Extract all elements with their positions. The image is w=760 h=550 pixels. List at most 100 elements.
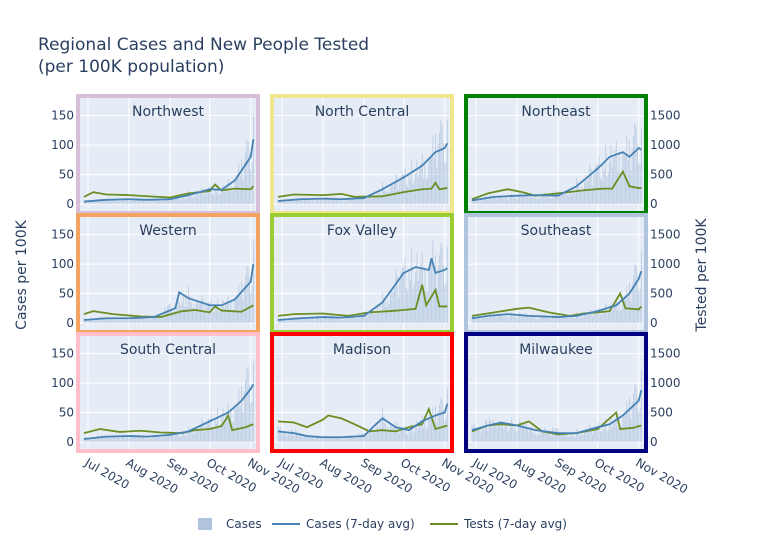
case-bar — [561, 317, 563, 323]
case-bar — [297, 200, 299, 204]
case-bar — [107, 318, 109, 323]
case-bar — [99, 438, 101, 442]
panel-fox-valley: Fox Valley — [270, 213, 454, 334]
cases-7day-line — [277, 257, 448, 321]
case-bar — [117, 318, 119, 323]
case-bar — [317, 435, 319, 442]
case-bar — [362, 195, 364, 204]
case-bar — [609, 308, 611, 323]
case-bar — [155, 199, 156, 204]
case-bar — [495, 314, 497, 323]
case-bar — [121, 436, 123, 442]
case-bar — [589, 309, 591, 323]
case-bar — [580, 190, 581, 204]
case-bar — [317, 197, 319, 204]
case-bar — [520, 313, 522, 323]
case-bar — [198, 428, 200, 442]
case-bar — [427, 178, 429, 204]
case-bar — [483, 198, 485, 204]
case-bar — [533, 430, 535, 442]
case-bar — [482, 429, 484, 442]
case-bar — [180, 199, 182, 204]
case-bar — [342, 439, 344, 442]
case-bar — [227, 403, 229, 442]
case-bar — [525, 312, 527, 323]
case-bar — [524, 194, 526, 204]
case-bar — [420, 420, 422, 442]
case-bar — [202, 188, 204, 204]
case-bar — [581, 316, 583, 323]
case-bar — [403, 266, 405, 323]
case-bar — [380, 310, 382, 323]
case-bar — [140, 200, 142, 204]
case-bar — [153, 199, 155, 204]
case-bar — [137, 197, 139, 204]
case-bar — [300, 435, 301, 442]
case-bar — [588, 430, 589, 442]
case-bar — [217, 298, 219, 323]
case-bar — [539, 199, 540, 204]
panel-title: Fox Valley — [327, 223, 397, 239]
case-bar — [108, 319, 110, 323]
case-bar — [640, 128, 642, 204]
case-bar — [635, 126, 637, 204]
case-bar — [627, 297, 629, 323]
case-bar — [176, 434, 178, 442]
case-bar — [168, 431, 170, 442]
case-bar — [613, 422, 615, 442]
case-bar — [210, 185, 212, 204]
case-bar — [285, 432, 287, 442]
case-bar — [123, 197, 125, 204]
case-bar — [141, 198, 143, 204]
case-bar — [325, 315, 327, 323]
case-bar — [284, 200, 286, 204]
case-bar — [565, 316, 567, 323]
case-bar — [374, 314, 376, 323]
case-bar — [498, 195, 499, 204]
case-bar — [104, 198, 106, 204]
case-bar — [252, 113, 254, 204]
case-bar — [246, 140, 248, 204]
case-bar — [241, 386, 242, 442]
case-bar — [151, 319, 152, 323]
case-bar — [630, 301, 632, 323]
panel-title: South Central — [120, 342, 216, 358]
case-bar — [476, 200, 478, 204]
case-bar — [347, 316, 349, 323]
case-bar — [341, 319, 342, 323]
case-bar — [633, 275, 634, 323]
case-bar — [100, 198, 102, 204]
case-bar — [523, 423, 525, 442]
case-bar — [602, 426, 604, 442]
case-bar — [103, 200, 105, 204]
case-bar — [132, 434, 134, 442]
case-bar — [487, 430, 489, 442]
case-bar — [127, 437, 129, 442]
case-bar — [153, 435, 155, 442]
case-bar — [508, 316, 510, 323]
case-bar — [594, 426, 596, 442]
case-bar — [203, 196, 205, 204]
case-bar — [342, 201, 344, 204]
case-bar — [162, 201, 164, 204]
case-bar — [550, 436, 552, 442]
case-bar — [339, 437, 341, 442]
case-bar — [533, 316, 535, 323]
case-bar — [412, 183, 414, 204]
case-bar — [243, 284, 245, 323]
case-bar — [112, 318, 114, 323]
case-bar — [593, 312, 595, 323]
case-bar — [243, 391, 245, 442]
case-bar — [231, 422, 233, 442]
case-bar — [294, 197, 296, 204]
case-bar — [515, 316, 517, 323]
case-bar — [289, 432, 291, 442]
case-bar — [306, 198, 308, 204]
case-bar — [360, 195, 362, 204]
case-bar — [635, 264, 637, 323]
y-right-tick-label: 0 — [650, 435, 658, 449]
case-bar — [288, 200, 290, 204]
case-bar — [390, 294, 391, 323]
case-bar — [544, 427, 546, 442]
case-bar — [100, 316, 102, 323]
